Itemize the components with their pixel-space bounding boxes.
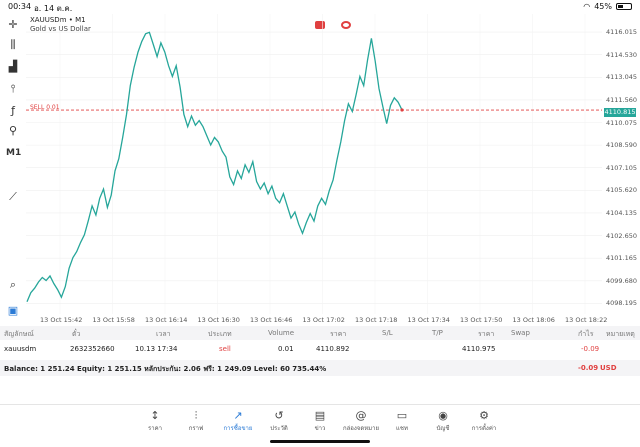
nav-trade[interactable]: ↗ การซื้อขาย — [218, 409, 258, 433]
col-swap: Swap — [511, 329, 530, 337]
position-type: sell — [219, 345, 231, 353]
position-price: 4110.892 — [316, 345, 350, 353]
col-type: ประเภท — [208, 330, 232, 338]
function-icon[interactable]: ƒ — [11, 104, 15, 117]
news-icon: ▤ — [314, 409, 326, 422]
price-tick-label: 4114.530 — [606, 50, 638, 59]
time-tick-label: 13 Oct 18:22 — [565, 316, 608, 324]
nav-settings[interactable]: ⚙ การตั้งค่า — [464, 409, 504, 433]
nav-mailbox[interactable]: @ กล่องจดหมาย — [342, 409, 380, 432]
nav-news[interactable]: ▤ ข่าว — [300, 409, 340, 433]
price-tick-label: 4107.105 — [606, 163, 638, 172]
sync-icon[interactable] — [341, 21, 351, 29]
candles-icon[interactable]: ⫼ — [10, 38, 16, 51]
nav-history[interactable]: ↺ ประวัติ — [259, 409, 299, 433]
time-tick-label: 13 Oct 16:14 — [145, 316, 188, 324]
battery-percent: 45% — [594, 2, 612, 11]
volumes-icon[interactable]: ▟ — [8, 60, 18, 73]
time-tick-label: 13 Oct 17:50 — [460, 316, 503, 324]
date: อ. 14 ต.ค. — [34, 4, 73, 13]
quotes-icon: ↕ — [150, 409, 160, 422]
price-tick-label: 4101.165 — [606, 254, 638, 263]
time-tick-label: 13 Oct 16:46 — [250, 316, 293, 324]
battery-icon — [616, 3, 632, 10]
symbol-title: XAUUSDm • M1 — [30, 16, 86, 24]
position-volume: 0.01 — [278, 345, 294, 353]
price-tick-label: 4102.650 — [606, 231, 638, 240]
timeframe-button[interactable]: M1 — [6, 148, 22, 158]
col-price: ราคา — [330, 330, 347, 338]
price-tick-label: 4113.045 — [606, 73, 638, 82]
balance-summary: Balance: 1 251.24 Equity: 1 251.15 หลักป… — [0, 360, 640, 376]
wifi-icon: ◠ — [583, 2, 591, 11]
col-volume: Volume — [268, 329, 295, 337]
chart-toolbar: ✛ ⫼ ▟ ⫯ ƒ ⚲ M1 ⟋ ⌕ ▣ — [0, 14, 26, 324]
col-symbol: สัญลักษณ์ — [4, 330, 34, 338]
price-tick-label: 4105.620 — [606, 186, 638, 195]
nav-quotes[interactable]: ↕ ราคา — [135, 409, 175, 433]
price-tick-label: 4116.015 — [606, 28, 638, 37]
position-time: 10.13 17:34 — [135, 345, 178, 353]
price-tick-label: 4108.590 — [606, 141, 638, 150]
col-current-price: ราคา — [478, 330, 495, 338]
position-row[interactable]: xauusdm 2632352660 10.13 17:34 sell 0.01… — [0, 340, 640, 360]
price-tick-label: 4110.075 — [606, 118, 638, 127]
price-tick-label: 4098.195 — [606, 299, 638, 308]
history-icon: ↺ — [274, 409, 284, 422]
indicators-icon[interactable]: ⫯ — [10, 82, 16, 95]
position-ticket: 2632352660 — [70, 345, 115, 353]
col-sl: S/L — [382, 329, 393, 337]
price-tick-label: 4111.560 — [606, 95, 638, 104]
price-chart[interactable] — [26, 14, 602, 326]
symbol-description: Gold vs US Dollar — [30, 25, 91, 33]
bottom-nav: ↕ ราคา ⫶ กราฟ ↗ การซื้อขาย ↺ ประวัติ ▤ ข่าว @… — [0, 404, 640, 447]
price-line — [26, 31, 403, 303]
price-axis: 4116.015 4114.530 4113.045 4111.560 4110.075… — [602, 14, 640, 326]
currency: USD — [600, 364, 617, 372]
last-price-marker — [400, 108, 404, 112]
one-click-trading-icon[interactable]: ▣ — [7, 304, 19, 317]
clock: 00:34 — [8, 2, 32, 11]
position-symbol: xauusdm — [4, 345, 37, 353]
time-tick-label: 13 Oct 17:02 — [302, 316, 345, 324]
balance-text: Balance: 1 251.24 Equity: 1 251.15 หลักป… — [4, 365, 327, 373]
total-profit: -0.09 — [578, 364, 599, 372]
col-tp: T/P — [432, 329, 443, 337]
price-tick-label: 4099.680 — [606, 276, 638, 285]
time-tick-label: 13 Oct 17:34 — [407, 316, 450, 324]
time-tick-label: 13 Oct 17:18 — [355, 316, 398, 324]
current-price-tag: 4110.815 — [604, 108, 636, 117]
price-tick-label: 4104.135 — [606, 208, 638, 217]
nav-chat[interactable]: ▭ แชท — [382, 409, 422, 433]
trade-icon: ↗ — [233, 409, 243, 422]
nav-chart[interactable]: ⫶ กราฟ — [176, 409, 216, 433]
home-indicator — [270, 440, 370, 443]
objects-icon[interactable]: ⚲ — [8, 124, 18, 137]
sell-order-label: SELL 0.01 — [30, 104, 60, 111]
col-profit: กำไร — [578, 330, 594, 338]
col-time: เวลา — [156, 330, 171, 338]
chart-icon: ⫶ — [194, 409, 198, 422]
col-ticket: ตั๋ว — [72, 330, 81, 338]
trade-flag-icon[interactable] — [315, 21, 325, 29]
time-tick-label: 13 Oct 18:06 — [512, 316, 555, 324]
gear-icon: ⚙ — [479, 409, 489, 422]
crosshair-icon[interactable]: ✛ — [8, 18, 18, 31]
drawing-tool-icon[interactable]: ⟋ — [9, 190, 17, 203]
position-current-price: 4110.975 — [462, 345, 496, 353]
zoom-icon[interactable]: ⌕ — [9, 278, 17, 291]
time-tick-label: 13 Oct 15:42 — [40, 316, 83, 324]
chat-icon: ▭ — [396, 409, 408, 422]
account-icon: ◉ — [438, 409, 448, 422]
time-tick-label: 13 Oct 15:58 — [92, 316, 135, 324]
col-comment: หมายเหตุ — [606, 330, 635, 338]
nav-accounts[interactable]: ◉ บัญชี — [423, 409, 463, 433]
positions-header: สัญลักษณ์ ตั๋ว เวลา ประเภท Volume ราคา S… — [0, 326, 640, 340]
position-profit: -0.09 — [581, 345, 600, 353]
time-tick-label: 13 Oct 16:30 — [197, 316, 240, 324]
status-bar: 00:34 อ. 14 ต.ค. ◠ 45% — [0, 0, 640, 14]
mail-icon: @ — [355, 409, 367, 422]
